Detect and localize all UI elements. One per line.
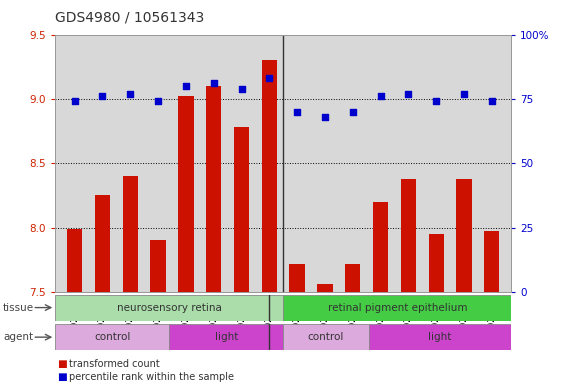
Text: tissue: tissue (3, 303, 34, 313)
Text: agent: agent (3, 332, 33, 342)
Point (98, 93, 107, 99)
Point (348, 109, 357, 115)
Point (432, 98, 441, 104)
Point (376, 93, 385, 99)
Bar (429, 234, 444, 292)
Bar (484, 232, 500, 292)
Point (460, 91, 469, 97)
Point (181, 83, 191, 89)
Bar (373, 202, 388, 292)
Point (404, 91, 413, 97)
Bar (369, 324, 511, 350)
Text: transformed count: transformed count (69, 359, 159, 369)
Point (153, 98, 163, 104)
Bar (55, 324, 169, 350)
Bar (317, 284, 332, 292)
Bar (55, 295, 284, 321)
Point (209, 80, 218, 86)
Bar (67, 229, 83, 292)
Point (237, 86, 246, 92)
Bar (234, 127, 249, 292)
Text: percentile rank within the sample: percentile rank within the sample (69, 372, 234, 382)
Bar (178, 96, 193, 292)
Bar (284, 295, 511, 321)
Text: control: control (308, 332, 344, 342)
Text: control: control (94, 332, 130, 342)
Bar (95, 195, 110, 292)
Point (125, 91, 135, 97)
Text: GDS4980 / 10561343: GDS4980 / 10561343 (55, 10, 205, 24)
Point (265, 75, 274, 81)
Text: light: light (428, 332, 451, 342)
Bar (456, 179, 472, 292)
Point (487, 98, 496, 104)
Text: retinal pigment epithelium: retinal pigment epithelium (328, 303, 467, 313)
Point (70, 98, 80, 104)
Bar (401, 179, 416, 292)
Bar (261, 60, 277, 292)
Point (320, 114, 329, 120)
Text: neurosensory retina: neurosensory retina (117, 303, 222, 313)
Text: ■: ■ (57, 372, 67, 382)
Bar (123, 176, 138, 292)
Text: ■: ■ (57, 359, 67, 369)
Bar (289, 263, 305, 292)
Bar (150, 240, 166, 292)
Bar (345, 263, 360, 292)
Text: light: light (214, 332, 238, 342)
Bar (169, 324, 284, 350)
Bar (284, 324, 369, 350)
Point (292, 109, 302, 115)
Bar (206, 86, 221, 292)
